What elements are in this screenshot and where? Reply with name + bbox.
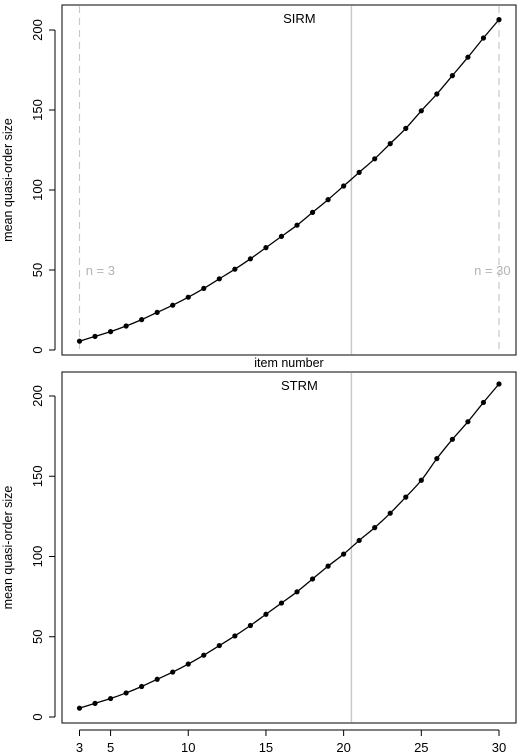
x-tick-label-30: 30 bbox=[492, 740, 506, 753]
fitted-curve bbox=[79, 383, 500, 709]
data-point-10 bbox=[185, 294, 191, 300]
data-point-5 bbox=[107, 695, 114, 702]
x-tick-label-3: 3 bbox=[76, 740, 83, 753]
data-point-20 bbox=[341, 551, 347, 557]
data-point-9 bbox=[170, 669, 176, 675]
data-point-24 bbox=[403, 494, 409, 500]
data-point-14 bbox=[247, 256, 254, 262]
x-tick-label-5: 5 bbox=[107, 740, 114, 753]
data-point-11 bbox=[201, 285, 207, 291]
y-tick-label-150: 150 bbox=[30, 465, 45, 487]
x-tick-label-10: 10 bbox=[181, 740, 195, 753]
data-point-13 bbox=[232, 633, 238, 639]
data-point-4 bbox=[92, 333, 98, 339]
data-point-26 bbox=[434, 91, 440, 97]
data-point-6 bbox=[123, 690, 129, 696]
data-point-11 bbox=[201, 652, 207, 658]
data-point-19 bbox=[325, 197, 331, 203]
data-point-16 bbox=[278, 233, 285, 239]
data-point-7 bbox=[139, 317, 145, 323]
plot-frame bbox=[61, 371, 517, 724]
y-tick-label-50: 50 bbox=[30, 263, 45, 277]
x-tick-label-20: 20 bbox=[336, 740, 350, 753]
data-point-18 bbox=[309, 209, 316, 215]
data-point-20 bbox=[341, 183, 347, 189]
panel-strm: 0 50 100 150 200 3 5 10 15 20 25 30 STRM mean quas… bbox=[1, 371, 517, 753]
y-axis-label: mean quasi-order size bbox=[1, 486, 15, 610]
data-point-30 bbox=[496, 381, 502, 387]
data-point-15 bbox=[263, 611, 269, 617]
data-point-28 bbox=[465, 54, 471, 60]
y-tick-label-200: 200 bbox=[30, 385, 45, 407]
data-point-17 bbox=[294, 222, 300, 228]
data-point-25 bbox=[418, 108, 424, 114]
x-axis-label: item number bbox=[254, 356, 323, 370]
data-point-29 bbox=[480, 35, 487, 41]
data-point-22 bbox=[372, 525, 378, 531]
y-tick-label-100: 100 bbox=[30, 546, 45, 568]
data-point-12 bbox=[216, 642, 222, 649]
panel-sirm: 0 50 100 150 200 n = 3 n = 30 SIRM mean quasi… bbox=[1, 4, 517, 370]
data-point-3 bbox=[76, 705, 83, 711]
data-point-29 bbox=[480, 399, 487, 406]
data-point-27 bbox=[449, 436, 455, 442]
data-point-8 bbox=[154, 676, 160, 682]
fitted-curve bbox=[79, 19, 500, 342]
data-point-8 bbox=[154, 309, 160, 315]
data-point-7 bbox=[139, 683, 145, 690]
data-point-21 bbox=[356, 537, 362, 544]
data-point-13 bbox=[232, 266, 238, 272]
data-point-21 bbox=[356, 169, 362, 175]
data-point-18 bbox=[309, 576, 316, 582]
y-tick-label-50: 50 bbox=[30, 630, 45, 644]
y-tick-label-0: 0 bbox=[30, 346, 45, 353]
y-axis-label: mean quasi-order size bbox=[1, 118, 15, 242]
y-tick-label-150: 150 bbox=[30, 99, 45, 121]
data-point-22 bbox=[372, 156, 378, 162]
data-point-16 bbox=[278, 600, 285, 606]
data-point-3 bbox=[76, 338, 83, 344]
data-point-25 bbox=[418, 477, 424, 483]
data-point-10 bbox=[185, 661, 191, 667]
data-point-14 bbox=[247, 622, 254, 629]
data-point-12 bbox=[216, 276, 222, 282]
panel-title: STRM bbox=[281, 378, 318, 393]
data-point-28 bbox=[465, 419, 471, 425]
data-point-23 bbox=[387, 141, 393, 147]
y-tick-label-200: 200 bbox=[30, 19, 45, 41]
y-tick-label-0: 0 bbox=[30, 713, 45, 720]
annotation-1: n = 3 bbox=[86, 263, 115, 278]
y-tick-label-100: 100 bbox=[30, 179, 45, 201]
data-point-9 bbox=[170, 302, 176, 308]
data-point-24 bbox=[403, 125, 409, 131]
panel-title: SIRM bbox=[283, 11, 316, 26]
data-point-30 bbox=[496, 17, 502, 23]
data-point-15 bbox=[263, 245, 269, 251]
data-point-17 bbox=[294, 589, 300, 595]
data-point-6 bbox=[123, 323, 129, 329]
data-point-26 bbox=[434, 455, 440, 462]
data-point-27 bbox=[449, 73, 455, 79]
x-tick-label-15: 15 bbox=[259, 740, 273, 753]
x-tick-label-25: 25 bbox=[414, 740, 428, 753]
annotation-2: n = 30 bbox=[474, 263, 511, 278]
data-point-4 bbox=[92, 700, 98, 706]
data-point-19 bbox=[325, 563, 331, 569]
data-point-23 bbox=[387, 510, 393, 516]
data-point-5 bbox=[107, 329, 114, 335]
plot-frame bbox=[61, 4, 517, 356]
